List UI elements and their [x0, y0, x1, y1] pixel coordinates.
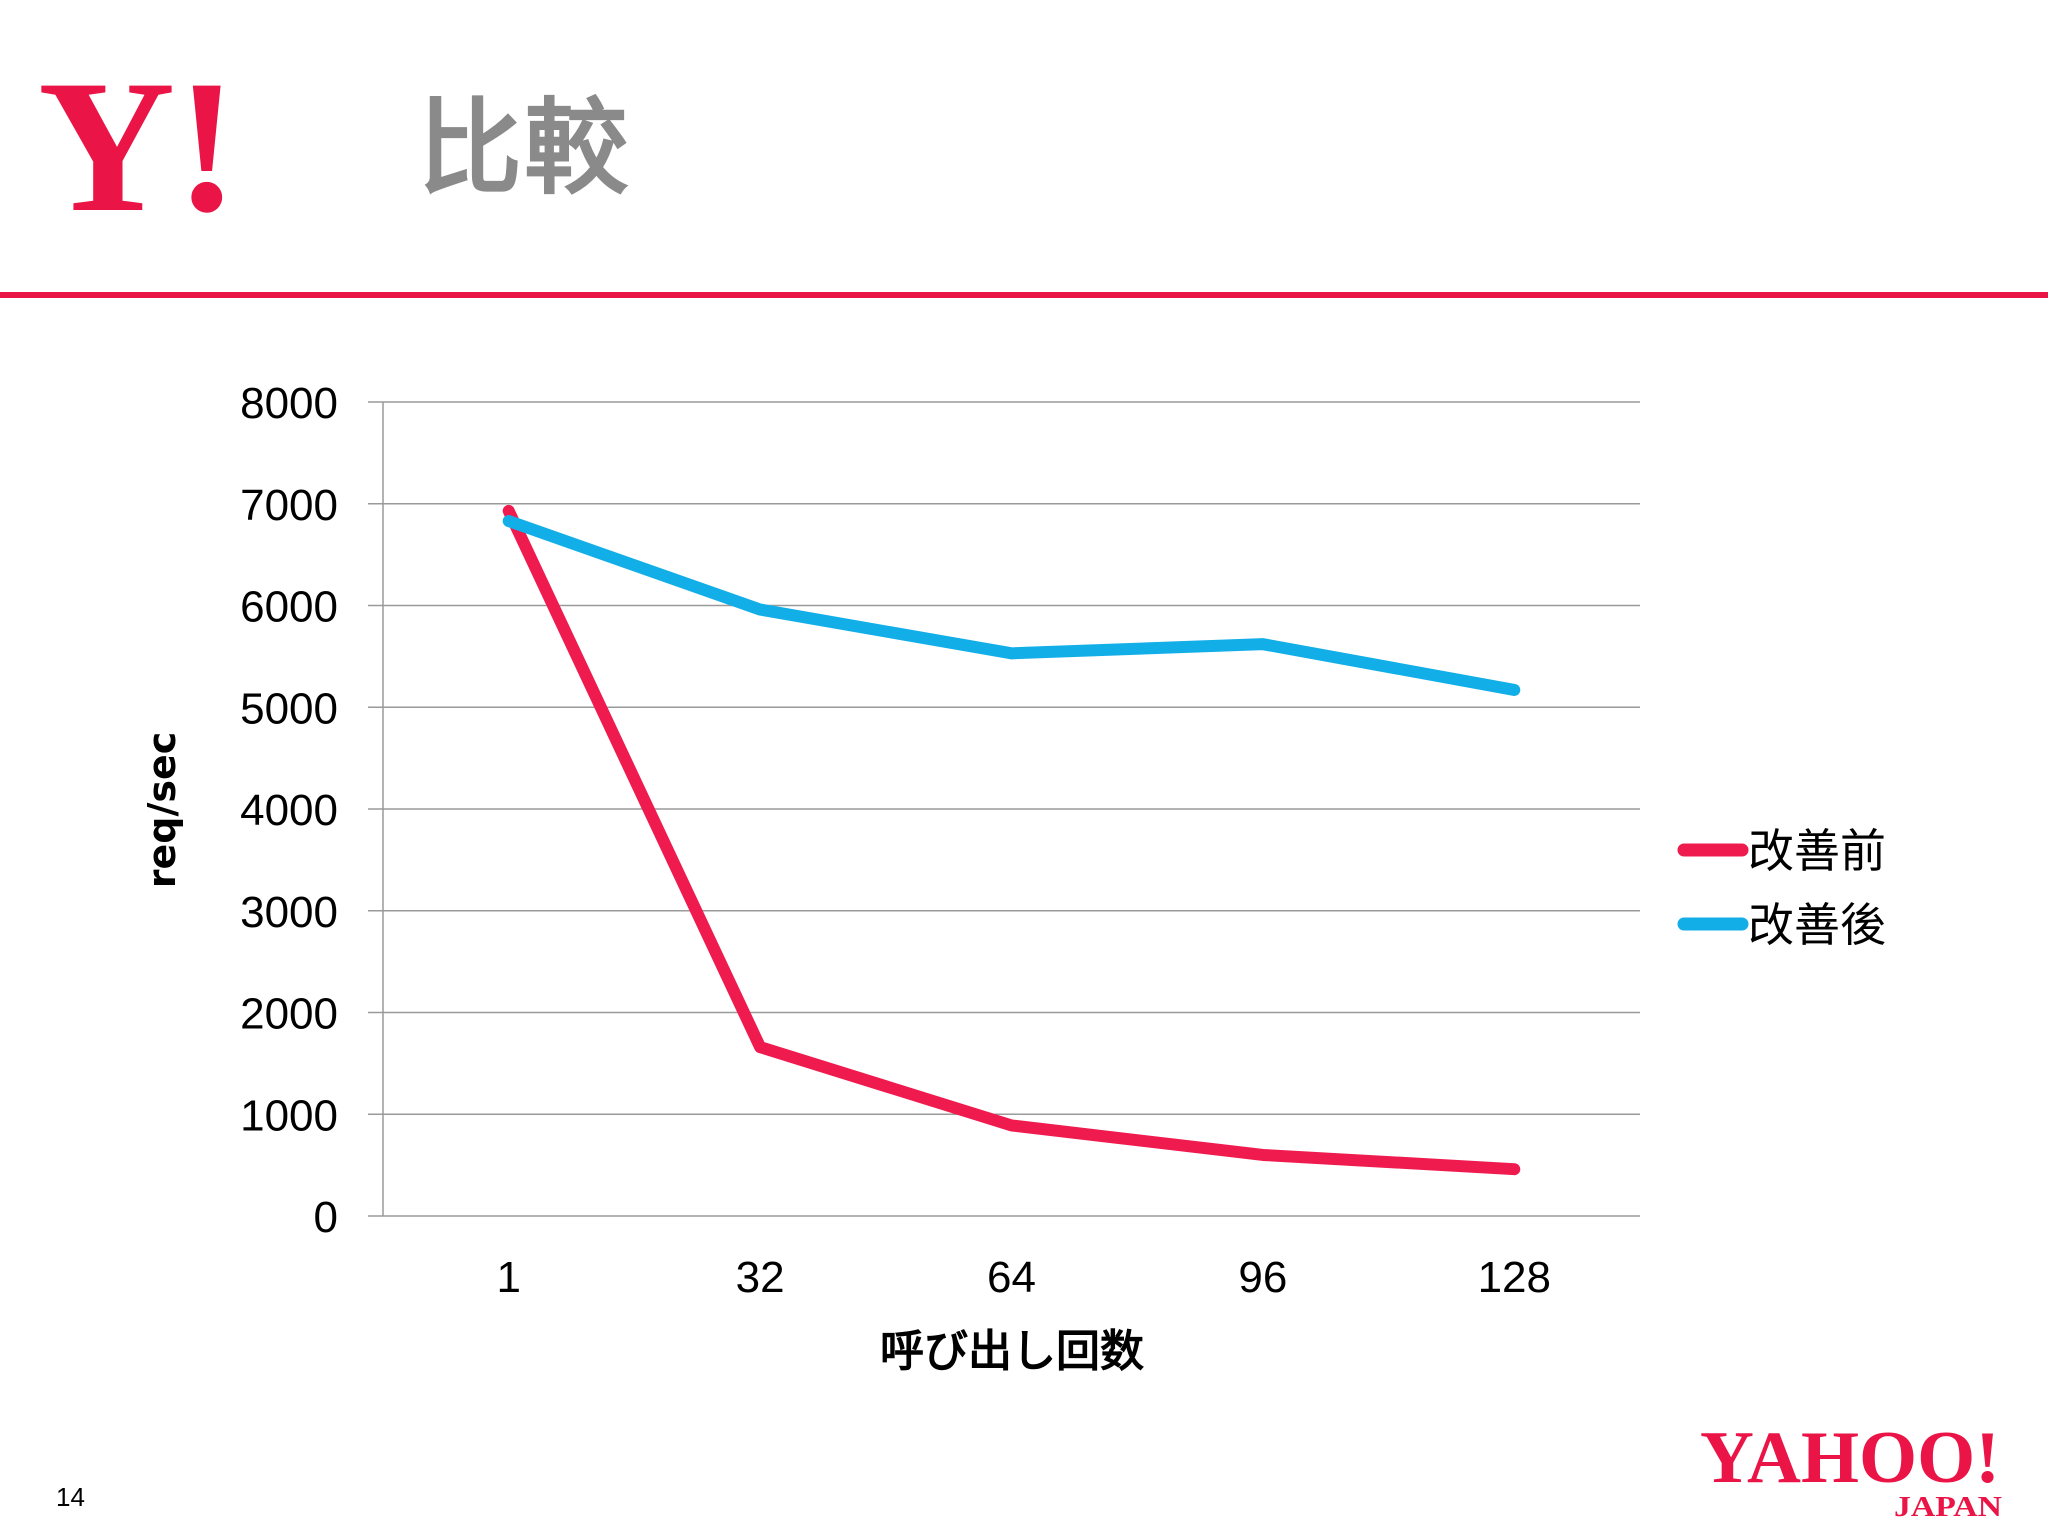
x-axis-label: 呼び出し回数	[880, 1326, 1144, 1377]
header-divider	[0, 292, 2048, 298]
y-axis-label: req/sec	[140, 732, 184, 889]
legend-label: 改善後	[1748, 898, 1886, 952]
y-tick-label: 7000	[240, 481, 338, 530]
y-tick-label: 5000	[240, 684, 338, 733]
yahoo-logo-text: YAHOO!	[1700, 1420, 2000, 1499]
yahoo-japan-logo: YAHOO! JAPAN	[1700, 1420, 2002, 1520]
x-tick-label: 32	[736, 1253, 785, 1302]
y-tick-label: 8000	[240, 379, 338, 428]
legend-label: 改善前	[1748, 824, 1886, 878]
y-tick-labels: 0 1000 2000 3000 4000 5000 6000 7000 8000	[240, 379, 338, 1242]
slide-title: 比較	[418, 87, 631, 209]
x-tick-label: 64	[987, 1253, 1036, 1302]
yahoo-y-logo-text: Y!	[38, 52, 238, 232]
yahoo-y-logo: Y!	[38, 52, 238, 232]
y-tick-label: 4000	[240, 786, 338, 835]
x-tick-labels: 1 32 64 96 128	[496, 1253, 1551, 1302]
x-tick-label: 128	[1478, 1253, 1551, 1302]
y-tick-label: 6000	[240, 583, 338, 632]
page-number: 14	[56, 1482, 85, 1512]
y-tick-label: 2000	[240, 990, 338, 1039]
y-tick-label: 3000	[240, 888, 338, 937]
y-tick-label: 1000	[240, 1091, 338, 1140]
gridlines	[368, 401, 1640, 1217]
series-line-1	[502, 504, 1521, 1176]
japan-logo-text: JAPAN	[1894, 1492, 2002, 1520]
x-tick-label: 1	[496, 1253, 520, 1302]
series-lines	[502, 504, 1521, 1176]
y-tick-label: 0	[314, 1193, 338, 1242]
x-tick-label: 96	[1238, 1253, 1287, 1302]
